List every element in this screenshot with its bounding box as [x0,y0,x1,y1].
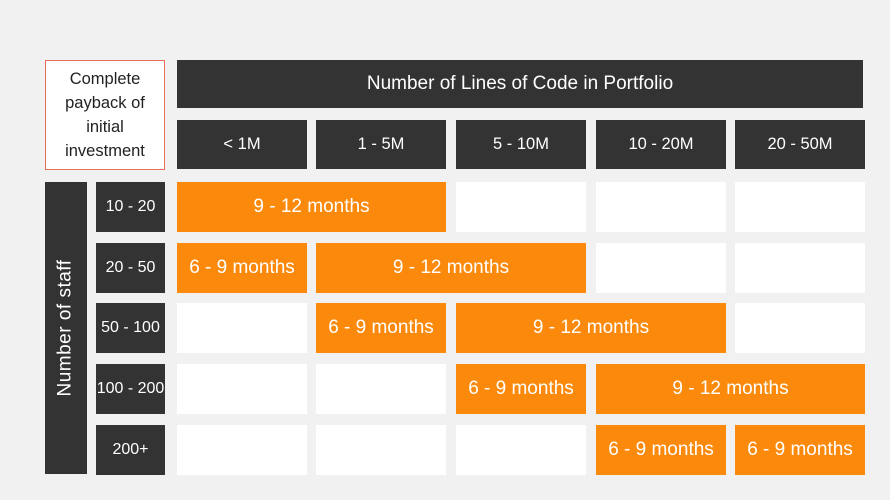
empty-cell [456,425,586,475]
empty-cell [316,425,446,475]
row-header-label: 50 - 100 [101,319,160,336]
empty-cell [177,364,307,414]
column-header: 20 - 50M [735,120,865,169]
column-header-label: 10 - 20M [628,135,694,153]
empty-cell [596,243,726,293]
lines-of-code-header: Number of Lines of Code in Portfolio [177,60,863,108]
row-header: 10 - 20 [96,182,165,232]
staff-axis-label-text: Number of staff [55,259,77,397]
payback-block-label: 6 - 9 months [468,378,574,399]
row-header-label: 10 - 20 [105,198,156,215]
staff-axis-label: Number of staff [45,182,87,474]
empty-cell [735,182,865,232]
column-header-label: < 1M [223,135,261,153]
column-header-label: 1 - 5M [357,135,405,153]
empty-cell [456,182,586,232]
lines-of-code-header-text: Number of Lines of Code in Portfolio [366,73,674,94]
payback-block: 6 - 9 months [596,425,726,475]
payback-block: 6 - 9 months [456,364,586,414]
row-header: 50 - 100 [96,303,165,353]
payback-block-label: 9 - 12 months [532,317,650,338]
corner-label: Complete payback of initial investment [45,60,165,170]
payback-block-label: 9 - 12 months [392,257,510,278]
payback-block-label: 6 - 9 months [747,439,853,460]
payback-block: 6 - 9 months [316,303,446,353]
empty-cell [596,182,726,232]
payback-block-label: 6 - 9 months [189,257,295,278]
payback-block-label: 9 - 12 months [672,378,789,399]
column-header: 10 - 20M [596,120,726,169]
row-header: 200+ [96,425,165,475]
payback-block: 9 - 12 months [456,303,726,353]
empty-cell [735,303,865,353]
empty-cell [177,303,307,353]
column-header-label: 5 - 10M [493,135,549,153]
row-header-label: 20 - 50 [105,259,156,276]
payback-block: 9 - 12 months [177,182,446,232]
column-header-label: 20 - 50M [767,135,833,153]
payback-block-label: 6 - 9 months [328,317,434,338]
payback-block-label: 9 - 12 months [253,196,370,217]
payback-block: 9 - 12 months [596,364,865,414]
empty-cell [735,243,865,293]
payback-block-label: 6 - 9 months [608,439,714,460]
row-header: 100 - 200 [96,364,165,414]
payback-block: 6 - 9 months [735,425,865,475]
row-header-label: 200+ [112,441,149,458]
column-header: < 1M [177,120,307,169]
row-header: 20 - 50 [96,243,165,293]
corner-label-text: Complete payback of initial investment [65,70,145,160]
column-header: 1 - 5M [316,120,446,169]
empty-cell [177,425,307,475]
row-header-label: 100 - 200 [96,380,165,397]
empty-cell [316,364,446,414]
payback-block: 6 - 9 months [177,243,307,293]
column-header: 5 - 10M [456,120,586,169]
payback-block: 9 - 12 months [316,243,586,293]
